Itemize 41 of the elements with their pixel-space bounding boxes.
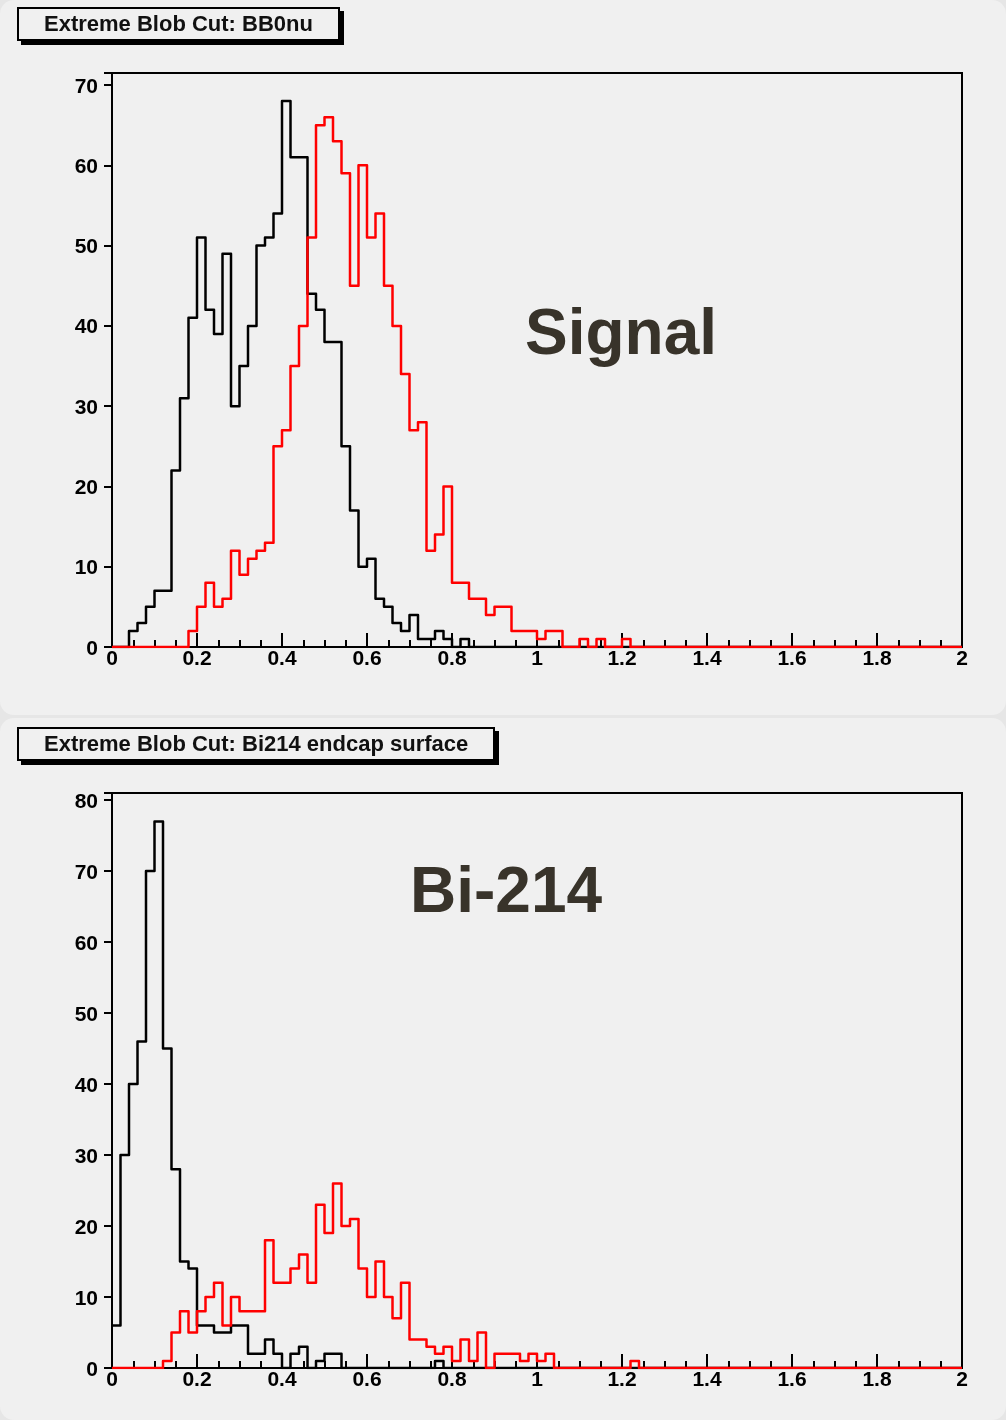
x-tick-label: 1.8 bbox=[862, 1366, 892, 1390]
y-tick-label: 10 bbox=[74, 1285, 98, 1309]
y-tick-label: 40 bbox=[74, 314, 98, 338]
x-tick-label: 0.6 bbox=[352, 1366, 382, 1390]
y-tick-label: 80 bbox=[74, 788, 98, 812]
annotation: Bi-214 bbox=[410, 854, 603, 926]
y-tick-label: 70 bbox=[74, 73, 98, 97]
x-tick-label: 0.6 bbox=[352, 645, 382, 669]
x-tick-label: 1.6 bbox=[777, 1366, 807, 1390]
x-tick-label: 0.8 bbox=[437, 1366, 467, 1390]
x-tick-label: 1.2 bbox=[607, 1366, 637, 1390]
y-tick-label: 40 bbox=[74, 1072, 98, 1096]
x-tick-label: 0.4 bbox=[267, 1366, 297, 1390]
chart-title: Extreme Blob Cut: BB0nu bbox=[44, 10, 313, 36]
y-tick-label: 50 bbox=[74, 1001, 98, 1025]
x-tick-label: 0.2 bbox=[182, 1366, 212, 1390]
x-tick-label: 0 bbox=[106, 645, 118, 669]
x-tick-label: 1 bbox=[531, 1366, 544, 1390]
y-tick-label: 30 bbox=[74, 1143, 98, 1167]
x-tick-label: 0.4 bbox=[267, 645, 297, 669]
x-tick-label: 0.8 bbox=[437, 645, 467, 669]
chart-title: Extreme Blob Cut: Bi214 endcap surface bbox=[44, 730, 469, 756]
y-tick-label: 60 bbox=[74, 153, 98, 177]
y-tick-label: 60 bbox=[74, 930, 98, 954]
x-tick-label: 2 bbox=[956, 1366, 968, 1390]
x-tick-label: 2 bbox=[956, 645, 968, 669]
x-tick-label: 1.4 bbox=[692, 1366, 722, 1390]
x-tick-label: 1.6 bbox=[777, 645, 807, 669]
x-tick-label: 1.2 bbox=[607, 645, 637, 669]
y-tick-label: 50 bbox=[74, 234, 98, 258]
y-tick-label: 70 bbox=[74, 859, 98, 883]
x-tick-label: 0 bbox=[106, 1366, 118, 1390]
y-tick-label: 10 bbox=[74, 555, 98, 579]
x-tick-label: 1.4 bbox=[692, 645, 722, 669]
annotation: Signal bbox=[525, 296, 718, 368]
x-tick-label: 1 bbox=[531, 645, 544, 669]
x-tick-label: 0.2 bbox=[182, 645, 212, 669]
y-tick-label: 20 bbox=[74, 1214, 98, 1238]
y-tick-label: 20 bbox=[74, 474, 98, 498]
y-tick-label: 30 bbox=[74, 394, 98, 418]
x-tick-label: 1.8 bbox=[862, 645, 892, 669]
